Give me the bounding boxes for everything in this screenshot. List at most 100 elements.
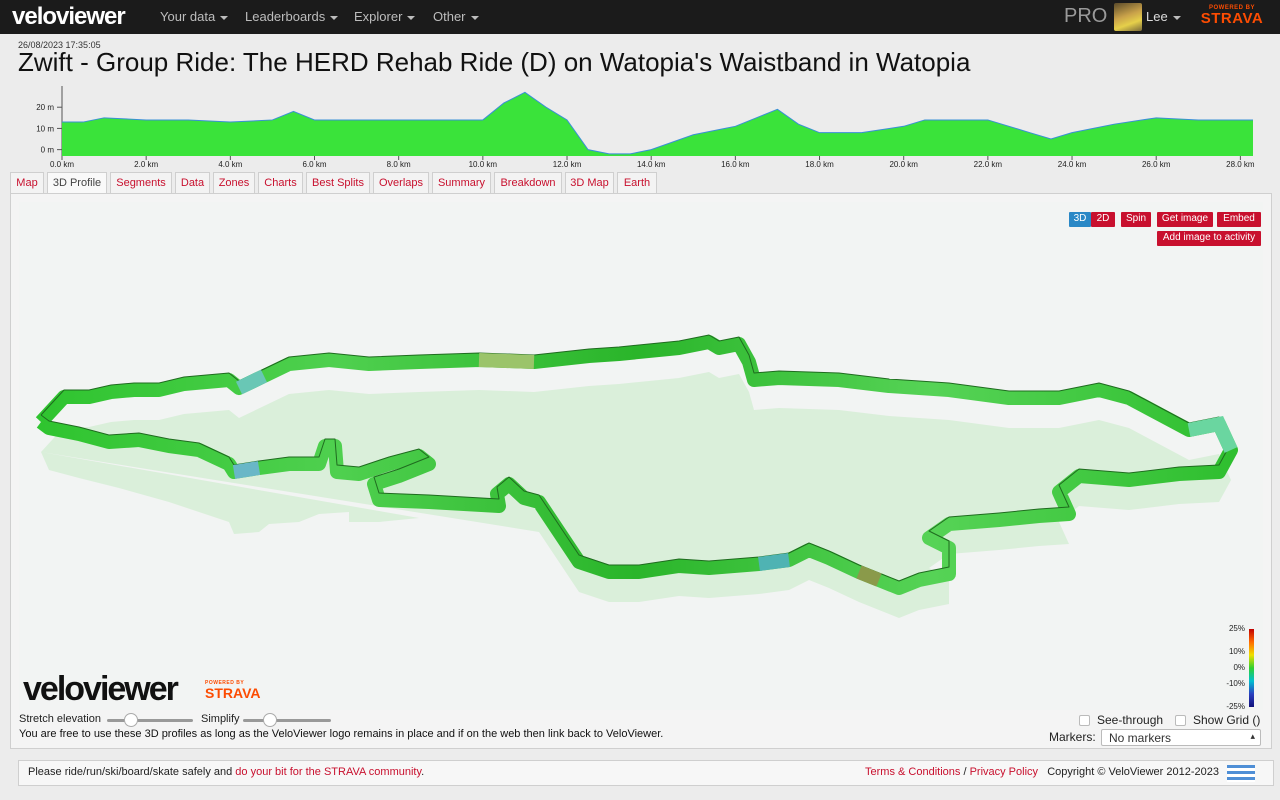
footer-separator: / <box>963 766 967 778</box>
x-tick-label: 16.0 km <box>721 160 750 169</box>
chevron-down-icon <box>470 15 479 20</box>
user-name: Lee <box>1146 9 1168 24</box>
legend-label-0: 0% <box>1233 663 1245 672</box>
select-arrows-icon: ▴ <box>1250 731 1255 741</box>
elevation-line <box>62 91 1253 155</box>
veloviewer-watermark-logo[interactable]: veloviewer <box>23 670 179 708</box>
tab-breakdown[interactable]: Breakdown <box>494 172 562 194</box>
chevron-down-icon <box>330 15 339 20</box>
x-tick-label: 20.0 km <box>889 160 918 169</box>
see-through-checkbox[interactable] <box>1079 715 1090 726</box>
tab-3d-profile[interactable]: 3D Profile <box>47 172 107 195</box>
veloviewer-logo[interactable]: veloviewer <box>12 3 126 30</box>
nav-your-data-label: Your data <box>160 9 216 24</box>
powered-by-strava-watermark[interactable]: POWERED BY STRAVA <box>205 680 260 700</box>
language-flag-icon[interactable] <box>1227 765 1255 782</box>
legend-label-10: 10% <box>1228 647 1245 656</box>
x-tick-label: 6.0 km <box>303 160 327 169</box>
x-tick-label: 2.0 km <box>134 160 158 169</box>
footer-safety-text: Please ride/run/ski/board/skate safely a… <box>28 766 233 778</box>
tab-summary[interactable]: Summary <box>432 172 491 194</box>
tab-data[interactable]: Data <box>175 172 210 194</box>
x-tick-label: 18.0 km <box>805 160 834 169</box>
markers-label: Markers: <box>1049 730 1096 744</box>
tab-earth[interactable]: Earth <box>617 172 657 194</box>
footer-left: Please ride/run/ski/board/skate safely a… <box>28 766 425 778</box>
chevron-down-icon <box>220 15 229 20</box>
3d-button[interactable]: 3D <box>1069 212 1091 227</box>
profile-panel: 3D 2D Spin Get image Embed Add image to … <box>10 193 1272 749</box>
add-image-to-activity-button[interactable]: Add image to activity <box>1157 231 1261 246</box>
legend-label-minus-10: -10% <box>1226 679 1245 688</box>
powered-by-text: POWERED BY <box>205 680 245 686</box>
top-navbar: veloviewer Your data Leaderboards Explor… <box>0 0 1280 34</box>
pro-badge: PRO <box>1064 5 1108 27</box>
simplify-knob[interactable] <box>263 713 277 727</box>
tab-overlaps[interactable]: Overlaps <box>373 172 429 194</box>
powered-by-text: POWERED BY <box>1208 5 1255 11</box>
x-tick-label: 24.0 km <box>1058 160 1087 169</box>
y-tick-label: 10 m <box>36 124 54 133</box>
page-title: Zwift - Group Ride: The HERD Rehab Ride … <box>18 47 971 77</box>
nav-leaderboards-label: Leaderboards <box>245 9 326 24</box>
tab-best-splits[interactable]: Best Splits <box>306 172 370 194</box>
x-tick-label: 10.0 km <box>469 160 498 169</box>
elevation-area <box>62 92 1253 156</box>
x-tick-label: 0.0 km <box>50 160 74 169</box>
x-tick-label: 4.0 km <box>218 160 242 169</box>
tab-zones[interactable]: Zones <box>213 172 255 194</box>
3d-route-render[interactable] <box>19 202 1263 710</box>
x-tick-label: 12.0 km <box>553 160 582 169</box>
stretch-elevation-slider[interactable] <box>107 719 193 722</box>
markers-selected-value: No markers <box>1109 731 1172 745</box>
show-grid-checkbox[interactable] <box>1175 715 1186 726</box>
usage-note: You are free to use these 3D profiles as… <box>19 728 664 740</box>
nav-explorer-label: Explorer <box>354 9 403 24</box>
x-tick-label: 22.0 km <box>974 160 1003 169</box>
avatar[interactable] <box>1114 3 1142 31</box>
y-tick-label: 0 m <box>41 146 55 155</box>
chevron-down-icon <box>1172 15 1181 20</box>
3d-profile-canvas[interactable]: 3D 2D Spin Get image Embed Add image to … <box>19 202 1263 711</box>
privacy-link[interactable]: Privacy Policy <box>969 766 1039 778</box>
copyright-text: Copyright © VeloViewer 2012-2023 <box>1047 766 1219 778</box>
x-tick-label: 14.0 km <box>637 160 666 169</box>
activity-date: 26/08/2023 17:35:05 <box>18 40 101 50</box>
tab-segments[interactable]: Segments <box>110 172 172 194</box>
gradient-colour-scale <box>1249 629 1254 707</box>
stretch-elevation-label: Stretch elevation <box>19 713 101 725</box>
elevation-chart[interactable]: 20 m 10 m 0 m 0.0 km 2.0 km 4.0 km 6.0 km 8.0 k… <box>0 84 1280 172</box>
legend-label-minus-25: -25% <box>1226 702 1245 711</box>
strava-wordmark: STRAVA <box>205 685 261 701</box>
footer: Please ride/run/ski/board/skate safely a… <box>18 760 1274 786</box>
strava-wordmark: STRAVA <box>1200 10 1264 27</box>
tab-charts[interactable]: Charts <box>258 172 303 194</box>
spin-button[interactable]: Spin <box>1121 212 1151 227</box>
x-tick-label: 26.0 km <box>1142 160 1171 169</box>
nav-other[interactable]: Other <box>433 9 479 24</box>
tab-map[interactable]: Map <box>10 172 44 194</box>
y-tick-label: 20 m <box>36 103 54 112</box>
powered-by-strava-logo[interactable]: POWERED BY STRAVA <box>1196 5 1268 26</box>
nav-explorer[interactable]: Explorer <box>354 9 416 24</box>
terms-link[interactable]: Terms & Conditions <box>865 766 961 778</box>
get-image-button[interactable]: Get image <box>1157 212 1213 227</box>
simplify-slider[interactable] <box>243 719 331 722</box>
nav-your-data[interactable]: Your data <box>160 9 229 24</box>
stretch-elevation-knob[interactable] <box>124 713 138 727</box>
2d-button[interactable]: 2D <box>1091 212 1115 227</box>
user-menu[interactable]: Lee <box>1146 9 1181 24</box>
strava-community-link[interactable]: do your bit for the STRAVA community <box>235 766 422 778</box>
footer-right: Terms & Conditions / Privacy Policy Copy… <box>865 766 1219 778</box>
nav-other-label: Other <box>433 9 466 24</box>
markers-select[interactable]: No markers ▴ <box>1101 729 1261 746</box>
legend-label-25: 25% <box>1228 624 1245 633</box>
x-tick-label: 8.0 km <box>387 160 411 169</box>
tab-3d-map[interactable]: 3D Map <box>565 172 614 194</box>
embed-button[interactable]: Embed <box>1217 212 1261 227</box>
x-tick-label: 28.0 km <box>1226 160 1255 169</box>
see-through-label: See-through <box>1097 713 1164 727</box>
chevron-down-icon <box>407 15 416 20</box>
nav-leaderboards[interactable]: Leaderboards <box>245 9 339 24</box>
simplify-label: Simplify <box>201 713 240 725</box>
